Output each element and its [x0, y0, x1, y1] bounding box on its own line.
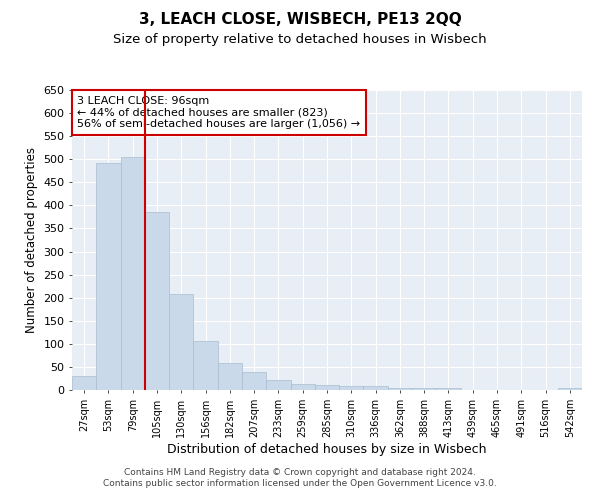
Bar [72, 376, 96, 390]
X-axis label: Distribution of detached houses by size in Wisbech: Distribution of detached houses by size … [167, 442, 487, 456]
Y-axis label: Number of detached properties: Number of detached properties [25, 147, 38, 333]
Bar [339, 386, 364, 390]
Text: Contains HM Land Registry data © Crown copyright and database right 2024.
Contai: Contains HM Land Registry data © Crown c… [103, 468, 497, 487]
Bar [290, 384, 315, 390]
Bar [266, 380, 290, 390]
Bar [193, 340, 218, 390]
Text: Size of property relative to detached houses in Wisbech: Size of property relative to detached ho… [113, 32, 487, 46]
Bar [436, 388, 461, 390]
Bar [218, 363, 242, 390]
Bar [169, 294, 193, 390]
Bar [242, 372, 266, 390]
Bar [412, 388, 436, 390]
Bar [315, 386, 339, 390]
Bar [388, 388, 412, 390]
Bar [364, 386, 388, 390]
Text: 3, LEACH CLOSE, WISBECH, PE13 2QQ: 3, LEACH CLOSE, WISBECH, PE13 2QQ [139, 12, 461, 28]
Bar [558, 388, 582, 390]
Bar [145, 212, 169, 390]
Text: 3 LEACH CLOSE: 96sqm
← 44% of detached houses are smaller (823)
56% of semi-deta: 3 LEACH CLOSE: 96sqm ← 44% of detached h… [77, 96, 360, 129]
Bar [96, 163, 121, 390]
Bar [121, 157, 145, 390]
